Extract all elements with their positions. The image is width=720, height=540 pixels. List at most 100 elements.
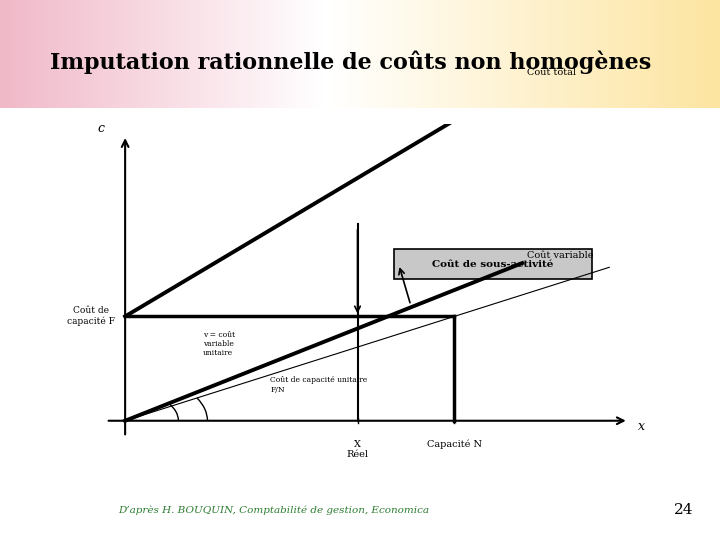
Bar <box>444 0 447 108</box>
Bar <box>12 0 15 108</box>
Bar <box>96 0 99 108</box>
Bar <box>199 0 202 108</box>
Bar <box>463 0 467 108</box>
Bar <box>31 0 35 108</box>
Bar <box>333 0 337 108</box>
Bar <box>374 0 377 108</box>
Bar <box>567 0 570 108</box>
Bar <box>631 0 634 108</box>
Bar <box>446 0 449 108</box>
Bar <box>585 0 589 108</box>
Bar <box>94 0 96 108</box>
Bar <box>365 0 368 108</box>
Bar <box>27 0 30 108</box>
Bar <box>549 0 553 108</box>
Bar <box>379 0 382 108</box>
Bar <box>439 0 442 108</box>
Bar <box>63 0 66 108</box>
Bar <box>624 0 627 108</box>
Bar <box>454 0 456 108</box>
Bar <box>194 0 197 108</box>
Bar <box>612 0 615 108</box>
Bar <box>351 0 354 108</box>
Bar <box>197 0 200 108</box>
Bar <box>326 0 330 108</box>
Bar <box>665 0 668 108</box>
Bar <box>634 0 636 108</box>
Bar <box>408 0 411 108</box>
Bar <box>441 0 445 108</box>
Bar <box>418 0 420 108</box>
Bar <box>574 0 577 108</box>
Bar <box>161 0 164 108</box>
Bar <box>473 0 476 108</box>
Bar <box>480 0 483 108</box>
Bar <box>497 0 500 108</box>
Bar <box>667 0 670 108</box>
Bar <box>264 0 267 108</box>
Bar <box>682 0 685 108</box>
Bar <box>358 0 361 108</box>
Bar <box>305 0 308 108</box>
Bar <box>84 0 87 108</box>
Bar <box>187 0 190 108</box>
Bar <box>286 0 289 108</box>
Bar <box>427 0 431 108</box>
Bar <box>415 0 418 108</box>
Bar <box>117 0 121 108</box>
Bar <box>122 0 125 108</box>
Bar <box>718 0 720 108</box>
Bar <box>413 0 416 108</box>
Bar <box>216 0 219 108</box>
Bar <box>65 0 68 108</box>
Bar <box>281 0 284 108</box>
Bar <box>372 0 375 108</box>
Bar <box>125 0 128 108</box>
Bar <box>341 0 344 108</box>
Bar <box>689 0 692 108</box>
Bar <box>221 0 224 108</box>
Bar <box>214 0 217 108</box>
Bar <box>650 0 654 108</box>
Bar <box>317 0 320 108</box>
Bar <box>482 0 485 108</box>
Bar <box>401 0 404 108</box>
Bar <box>706 0 708 108</box>
Bar <box>207 0 210 108</box>
Bar <box>204 0 207 108</box>
Bar <box>353 0 356 108</box>
Bar <box>185 0 188 108</box>
Bar <box>108 0 111 108</box>
Bar <box>502 0 505 108</box>
Bar <box>171 0 174 108</box>
Text: Coût de
capacité F: Coût de capacité F <box>67 306 115 326</box>
Bar <box>475 0 478 108</box>
Bar <box>569 0 572 108</box>
Bar <box>626 0 629 108</box>
Bar <box>559 0 562 108</box>
Bar <box>261 0 265 108</box>
Bar <box>271 0 274 108</box>
Bar <box>22 0 24 108</box>
Text: D’après H. BOUQUIN, Comptabilité de gestion, Economica: D’après H. BOUQUIN, Comptabilité de gest… <box>118 505 429 515</box>
Text: 24: 24 <box>674 503 694 517</box>
Bar <box>218 0 222 108</box>
Bar <box>2 0 6 108</box>
Bar <box>139 0 143 108</box>
Bar <box>9 0 13 108</box>
Bar <box>34 0 37 108</box>
Bar <box>675 0 678 108</box>
Bar <box>355 0 359 108</box>
Bar <box>564 0 567 108</box>
Bar <box>641 0 644 108</box>
Bar <box>477 0 481 108</box>
Bar <box>679 0 683 108</box>
Bar <box>158 0 161 108</box>
Bar <box>166 0 168 108</box>
Text: Imputation rationnelle de coûts non homogènes: Imputation rationnelle de coûts non homo… <box>50 51 652 75</box>
Bar <box>521 0 524 108</box>
Bar <box>547 0 550 108</box>
Bar <box>485 0 488 108</box>
Bar <box>504 0 507 108</box>
Bar <box>297 0 301 108</box>
